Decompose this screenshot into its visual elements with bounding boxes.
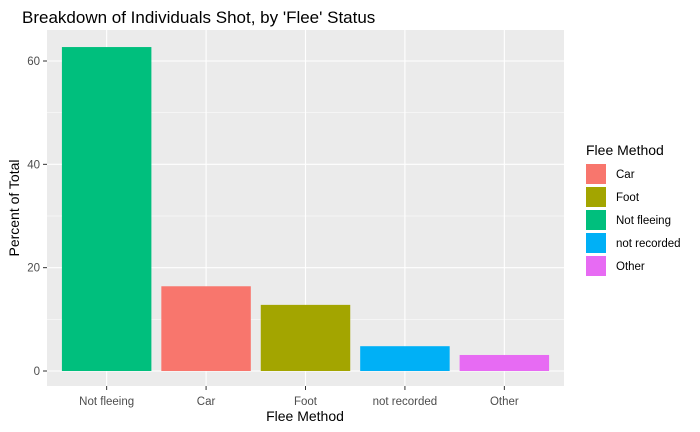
- bar-other: [459, 354, 550, 371]
- x-tick-label: Not fleeing: [79, 396, 134, 408]
- y-tick-label: 40: [27, 159, 40, 171]
- chart-title: Breakdown of Individuals Shot, by 'Flee'…: [22, 8, 375, 27]
- y-axis-title: Percent of Total: [6, 159, 22, 256]
- legend-swatch: [586, 210, 606, 230]
- legend-label: Not fleeing: [616, 215, 671, 227]
- y-tick-label: 20: [27, 263, 40, 275]
- y-tick-label: 60: [27, 56, 40, 68]
- y-tick-label: 0: [34, 366, 40, 378]
- legend-swatch: [586, 233, 606, 253]
- legend-swatch: [586, 187, 606, 207]
- legend-label: Car: [616, 169, 635, 181]
- legend-label: not recorded: [616, 238, 681, 250]
- bar-car: [161, 286, 251, 371]
- x-tick-label: Foot: [294, 396, 318, 408]
- x-axis: Not fleeing Car Foot not recorded Other: [79, 386, 519, 408]
- bar-foot: [260, 304, 351, 371]
- x-tick-label: Car: [197, 396, 216, 408]
- legend-label: Other: [616, 261, 645, 273]
- bars: [61, 47, 550, 372]
- x-tick-label: Other: [490, 396, 519, 408]
- legend: Flee Method Car Foot Not fleeing not record…: [586, 142, 681, 276]
- x-axis-title: Flee Method: [266, 408, 344, 424]
- legend-swatch: [586, 256, 606, 276]
- bar-not-recorded: [360, 346, 450, 371]
- bar-not-fleeing: [61, 47, 152, 372]
- legend-label: Foot: [616, 192, 640, 204]
- y-axis: 0 20 40 60: [27, 56, 47, 378]
- legend-title: Flee Method: [586, 142, 664, 158]
- legend-swatch: [586, 164, 606, 184]
- x-tick-label: not recorded: [373, 396, 438, 408]
